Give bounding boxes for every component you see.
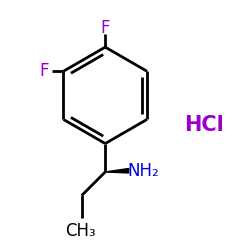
Text: NH₂: NH₂ [128, 162, 160, 180]
Text: HCl: HCl [184, 115, 224, 135]
Text: F: F [39, 62, 48, 80]
Text: CH₃: CH₃ [65, 222, 96, 240]
Polygon shape [105, 168, 129, 173]
Text: F: F [100, 19, 110, 37]
